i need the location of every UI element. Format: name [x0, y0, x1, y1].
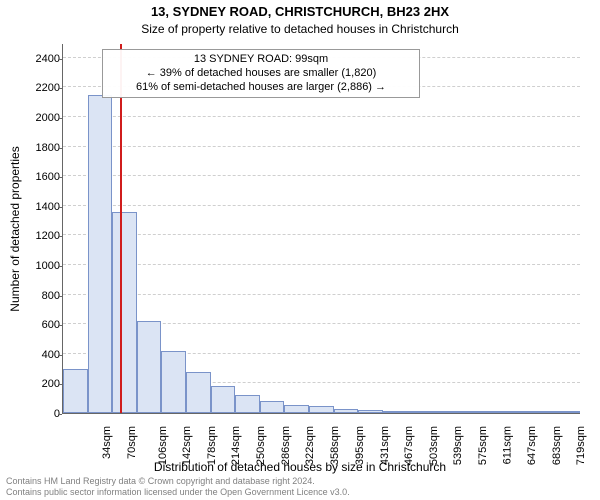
histogram-bar — [506, 411, 531, 413]
histogram-bar — [137, 321, 162, 413]
histogram-bar — [211, 386, 236, 413]
gridline — [63, 205, 580, 206]
y-tick-label: 600 — [26, 319, 60, 331]
footer-line-1: Contains HM Land Registry data © Crown c… — [6, 476, 594, 487]
histogram-bar — [63, 369, 88, 413]
x-tick-label: 719sqm — [576, 426, 588, 465]
annotation-line-1: 13 SYDNEY ROAD: 99sqm — [111, 53, 411, 67]
x-tick-label: 214sqm — [230, 426, 242, 465]
gridline — [63, 234, 580, 235]
histogram-bar — [309, 406, 334, 413]
annotation-line-2: ← 39% of detached houses are smaller (1,… — [111, 67, 411, 81]
chart-title: 13, SYDNEY ROAD, CHRISTCHURCH, BH23 2HX — [0, 4, 600, 19]
gridline — [63, 175, 580, 176]
x-tick-label: 539sqm — [453, 426, 465, 465]
footer: Contains HM Land Registry data © Crown c… — [6, 476, 594, 498]
histogram-bar — [161, 351, 186, 413]
x-tick-label: 142sqm — [181, 426, 193, 465]
histogram-bar — [432, 411, 457, 413]
histogram-bar — [358, 410, 383, 413]
x-tick-label: 611sqm — [501, 426, 513, 464]
annotation-box: 13 SYDNEY ROAD: 99sqm ← 39% of detached … — [102, 49, 420, 98]
x-tick-label: 467sqm — [403, 426, 415, 465]
gridline — [63, 294, 580, 295]
histogram-bar — [555, 411, 580, 413]
x-tick-label: 358sqm — [329, 426, 341, 465]
histogram-bar — [334, 409, 359, 413]
x-tick-label: 178sqm — [206, 426, 218, 465]
x-tick-label: 106sqm — [157, 426, 169, 465]
x-tick-label: 575sqm — [477, 426, 489, 465]
x-tick-label: 647sqm — [526, 426, 538, 465]
y-tick-label: 2200 — [26, 82, 60, 94]
histogram-bar — [235, 395, 260, 413]
histogram-bar — [284, 405, 309, 413]
chart-container: { "chart": { "type": "histogram", "title… — [0, 0, 600, 500]
histogram-bar — [260, 401, 285, 413]
y-tick-label: 1200 — [26, 230, 60, 242]
y-tick-label: 400 — [26, 349, 60, 361]
y-tick-label: 1400 — [26, 201, 60, 213]
histogram-bar — [383, 411, 408, 413]
histogram-bar — [112, 212, 137, 413]
histogram-bar — [481, 411, 506, 413]
y-tick-label: 0 — [26, 408, 60, 420]
plot-area — [62, 44, 580, 414]
y-axis-label: Number of detached properties — [8, 146, 22, 311]
x-tick-label: 683sqm — [551, 426, 563, 465]
y-tick-label: 1800 — [26, 142, 60, 154]
footer-line-2: Contains public sector information licen… — [6, 487, 594, 498]
chart-subtitle: Size of property relative to detached ho… — [0, 22, 600, 36]
y-tick-label: 2400 — [26, 53, 60, 65]
x-tick-label: 34sqm — [101, 426, 113, 459]
histogram-bar — [530, 411, 555, 413]
gridline — [63, 116, 580, 117]
gridline — [63, 264, 580, 265]
histogram-bar — [457, 411, 482, 413]
reference-line — [120, 44, 122, 413]
histogram-bar — [186, 372, 211, 413]
x-tick-label: 395sqm — [354, 426, 366, 465]
x-tick-label: 286sqm — [280, 426, 292, 465]
x-tick-label: 503sqm — [428, 426, 440, 465]
x-tick-label: 70sqm — [126, 426, 138, 459]
y-tick-label: 1600 — [26, 171, 60, 183]
histogram-bar — [88, 95, 113, 413]
gridline — [63, 146, 580, 147]
y-tick-label: 200 — [26, 378, 60, 390]
histogram-bar — [407, 411, 432, 413]
x-tick-label: 322sqm — [304, 426, 316, 465]
y-tick-label: 1000 — [26, 260, 60, 272]
y-tick-label: 2000 — [26, 112, 60, 124]
y-tick-label: 800 — [26, 290, 60, 302]
x-tick-label: 431sqm — [379, 426, 391, 465]
annotation-line-3: 61% of semi-detached houses are larger (… — [111, 81, 411, 95]
x-tick-label: 250sqm — [255, 426, 267, 465]
